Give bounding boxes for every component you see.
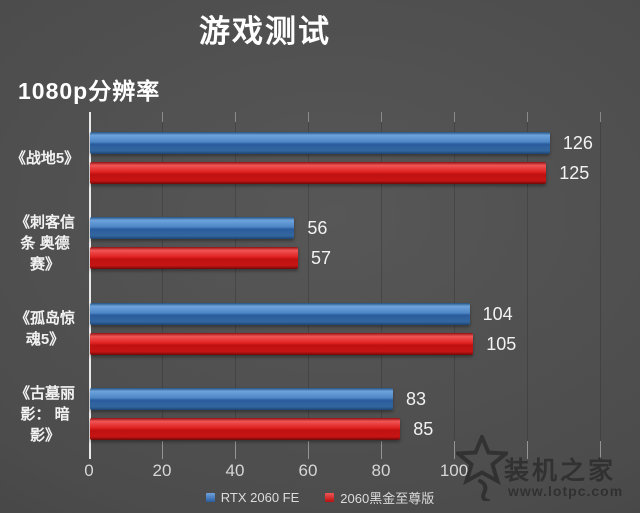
bar-value-label: 125 <box>559 163 590 183</box>
legend-item: 2060黑金至尊版 <box>325 488 434 507</box>
bar-value-label: 105 <box>486 333 517 354</box>
x-tick-label: 20 <box>152 461 172 480</box>
bar-RTX 2060 FE-《古墓丽影：暗影》 <box>90 388 393 411</box>
chart-subtitle: 1080p分辨率 <box>18 78 161 104</box>
star-icon <box>452 431 512 506</box>
gridline <box>600 112 601 459</box>
bar-value-label: 104 <box>482 303 513 324</box>
legend-label: 2060黑金至尊版 <box>340 491 435 506</box>
bar-RTX 2060 FE-《战地5》 <box>90 132 550 154</box>
bar-value-label: 56 <box>307 218 328 239</box>
bar-value-label: 85 <box>413 419 434 440</box>
chart-title: 游戏测试 <box>199 14 331 49</box>
legend-swatch-icon <box>205 493 215 502</box>
plot-area: 126 125 56 57 104 105 83 85 <box>89 112 601 459</box>
category-label: 《孤岛惊 魂5》 <box>14 309 75 348</box>
category-label: 《古墓丽 影： 暗影》 <box>14 384 75 444</box>
gridline <box>308 112 309 459</box>
bar-RTX 2060 FE-《孤岛惊魂5》 <box>90 302 470 325</box>
category-label: 《战地5》 <box>10 149 80 167</box>
y-axis-line <box>89 112 91 459</box>
x-tick-label: 0 <box>84 461 94 480</box>
legend-swatch-icon <box>325 493 335 502</box>
bar-2060黑金至尊版-《刺客信条 奥德赛》 <box>90 247 299 270</box>
gridline <box>162 112 163 459</box>
legend-item: RTX 2060 FE <box>205 490 300 505</box>
x-tick-label: 60 <box>298 461 318 480</box>
x-tick-label: 40 <box>225 461 245 480</box>
legend-label: RTX 2060 FE <box>220 490 300 505</box>
bar-value-label: 83 <box>405 389 426 410</box>
gridline <box>454 112 455 459</box>
x-tick-label: 80 <box>371 461 391 480</box>
bar-RTX 2060 FE-《刺客信条 奥德赛》 <box>90 217 295 240</box>
bar-2060黑金至尊版-《战地5》 <box>90 162 547 184</box>
bar-value-label: 126 <box>562 133 593 153</box>
legend: RTX 2060 FE 2060黑金至尊版 <box>0 488 640 507</box>
category-label: 《刺客信条 奥德 赛》 <box>14 213 75 273</box>
gridline <box>381 112 382 459</box>
bar-2060黑金至尊版-《古墓丽影：暗影》 <box>90 418 401 441</box>
watermark-brand: 装机之家 <box>504 457 617 485</box>
watermark-url: www.lotpc.com <box>508 483 624 499</box>
gridline <box>527 112 528 459</box>
gridline <box>235 112 236 459</box>
bar-2060黑金至尊版-《孤岛惊魂5》 <box>90 332 474 355</box>
bar-value-label: 57 <box>311 248 332 269</box>
x-tick-label: 100 <box>439 461 469 480</box>
watermark: 装机之家 www.lotpc.com <box>452 431 636 507</box>
